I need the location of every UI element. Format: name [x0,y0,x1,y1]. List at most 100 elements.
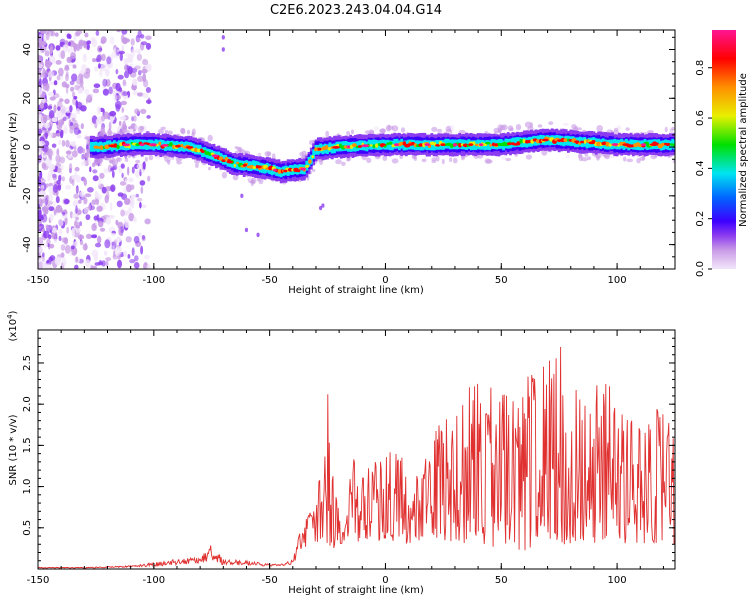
spectrogram-ridge-cell [430,140,434,151]
spectrogram-speckle [98,47,103,52]
spectrogram-halo [449,157,453,162]
colorbar-tick: 0.6 [695,110,712,126]
spectrogram-ridge-peak [352,143,357,148]
spectrogram-speckle [60,50,66,60]
spectrogram-halo [566,154,570,158]
spectrogram-halo [176,161,183,165]
spectrogram-speckle [119,87,122,92]
spectrogram-speckle [77,146,84,154]
spectrogram-speckle [136,163,143,170]
spectrogram-ridge-peak [516,141,521,146]
spectrogram-ridge-peak [208,152,212,156]
spectrogram-ridge-peak [357,145,363,148]
spectrogram-ridge-cell [629,139,633,150]
spectrogram-speckle [38,257,43,263]
spectrogram-halo [248,176,252,182]
spectrogram-speckle [53,104,57,113]
spectrogram-ridge-peak [669,143,674,146]
colorbar-tick: 0.2 [695,211,712,227]
x-tick-label: 100 [608,275,627,286]
spectrogram-stray [318,205,323,211]
spectrogram-speckle [44,122,50,129]
spectrogram-halo [484,158,492,164]
spectrogram-speckle [45,60,52,68]
spectrogram-speckle [46,259,50,264]
snr-panel: -150 -100 -50 0 50 100 0.5 1.0 1.5 2.0 2.5 Height… [6,310,676,596]
spectrogram-speckle [117,259,122,269]
spectrogram-speckle [80,75,84,84]
snr-frame [37,329,676,570]
spectrogram-speckle [101,53,106,62]
spectrogram-speckle [145,87,151,93]
x-tick-label: 50 [495,275,508,286]
spectrogram-speckle [113,54,119,59]
snr-x-ticks: -150 -100 -50 0 50 100 [27,330,664,586]
spectrogram-halo [157,129,164,134]
spectrogram-speckle [60,106,67,114]
spectrogram-speckle [75,108,81,115]
spectrogram-speckle [124,198,131,205]
spectrogram-speckle [71,117,76,122]
spectrogram-ridge-peak [522,138,526,144]
spectrogram-speckle [147,175,151,182]
spectrogram-speckle [95,118,100,125]
spectrogram-speckle [49,266,53,269]
spectrogram-speckle [73,220,78,228]
snr-series-line [38,346,675,569]
colorbar-tick-label: 0.0 [695,261,706,277]
spectrogram-ridge-core [283,169,288,173]
spectrogram-speckle [137,75,144,82]
spectrogram-speckle [134,108,140,115]
spectrogram-speckle [134,65,141,70]
spectrogram-speckle [142,58,149,66]
spectrogram-ridge-peak [327,147,331,151]
spectrogram-speckle [85,67,91,75]
spectrogram-halo [312,169,316,172]
spectrogram-halo [382,155,388,162]
spectrogram-speckle [108,86,113,95]
x-tick-label: 0 [382,275,388,286]
spectrogram-halo [391,125,399,132]
spectrogram-speckle [140,41,148,46]
spectrogram-speckle [48,182,53,187]
spectrogram-speckle [105,216,111,225]
spectrogram-ridge-cell [388,140,392,151]
spectrogram-halo [186,129,191,135]
spectrogram-speckle [111,170,115,178]
spectrogram-speckle [124,210,129,216]
spectrogram-halo [366,157,372,164]
spectrogram-speckle [97,63,101,69]
spectrogram-speckle [65,139,70,148]
spectrogram-ridge-core [574,140,580,144]
spectrogram-speckle [75,216,79,221]
spectrogram-ridge-peak [305,164,310,168]
spectrogram-speckle [146,115,151,119]
spectrogram-speckle [70,121,74,127]
spectrogram-speckle [102,78,108,87]
spectrogram-speckle [98,177,102,187]
spectrogram-halo [164,130,169,134]
spectrogram-speckle [125,236,132,243]
spectrogram-speckle [70,52,76,60]
spectrogram-ridge-peak [308,159,312,164]
spectrogram-speckle [56,75,61,81]
spectrogram-speckle [137,49,141,54]
spectrogram-speckle [109,115,114,124]
spectrogram-speckle [110,184,116,192]
spectrogram-ridge-core [211,154,219,158]
spectrogram-speckle [99,69,103,77]
spectrogram-speckle [104,68,110,77]
spectrogram-ridge-cell [513,137,517,148]
spectrogram-speckle [109,36,115,45]
spectrogram-speckle [140,168,146,174]
spectrogram-halo [140,126,145,130]
spectrogram-ridge-cell [578,136,582,147]
spectrogram-speckle [63,198,70,205]
spectrogram-speckle [117,74,124,80]
spectrogram-halo [178,157,183,162]
spectrogram-speckle [41,162,47,169]
spectrogram-speckle [58,139,62,145]
spectrogram-speckle [94,262,100,266]
spectrogram-speckle [42,242,49,248]
spectrogram-speckle [38,198,44,206]
